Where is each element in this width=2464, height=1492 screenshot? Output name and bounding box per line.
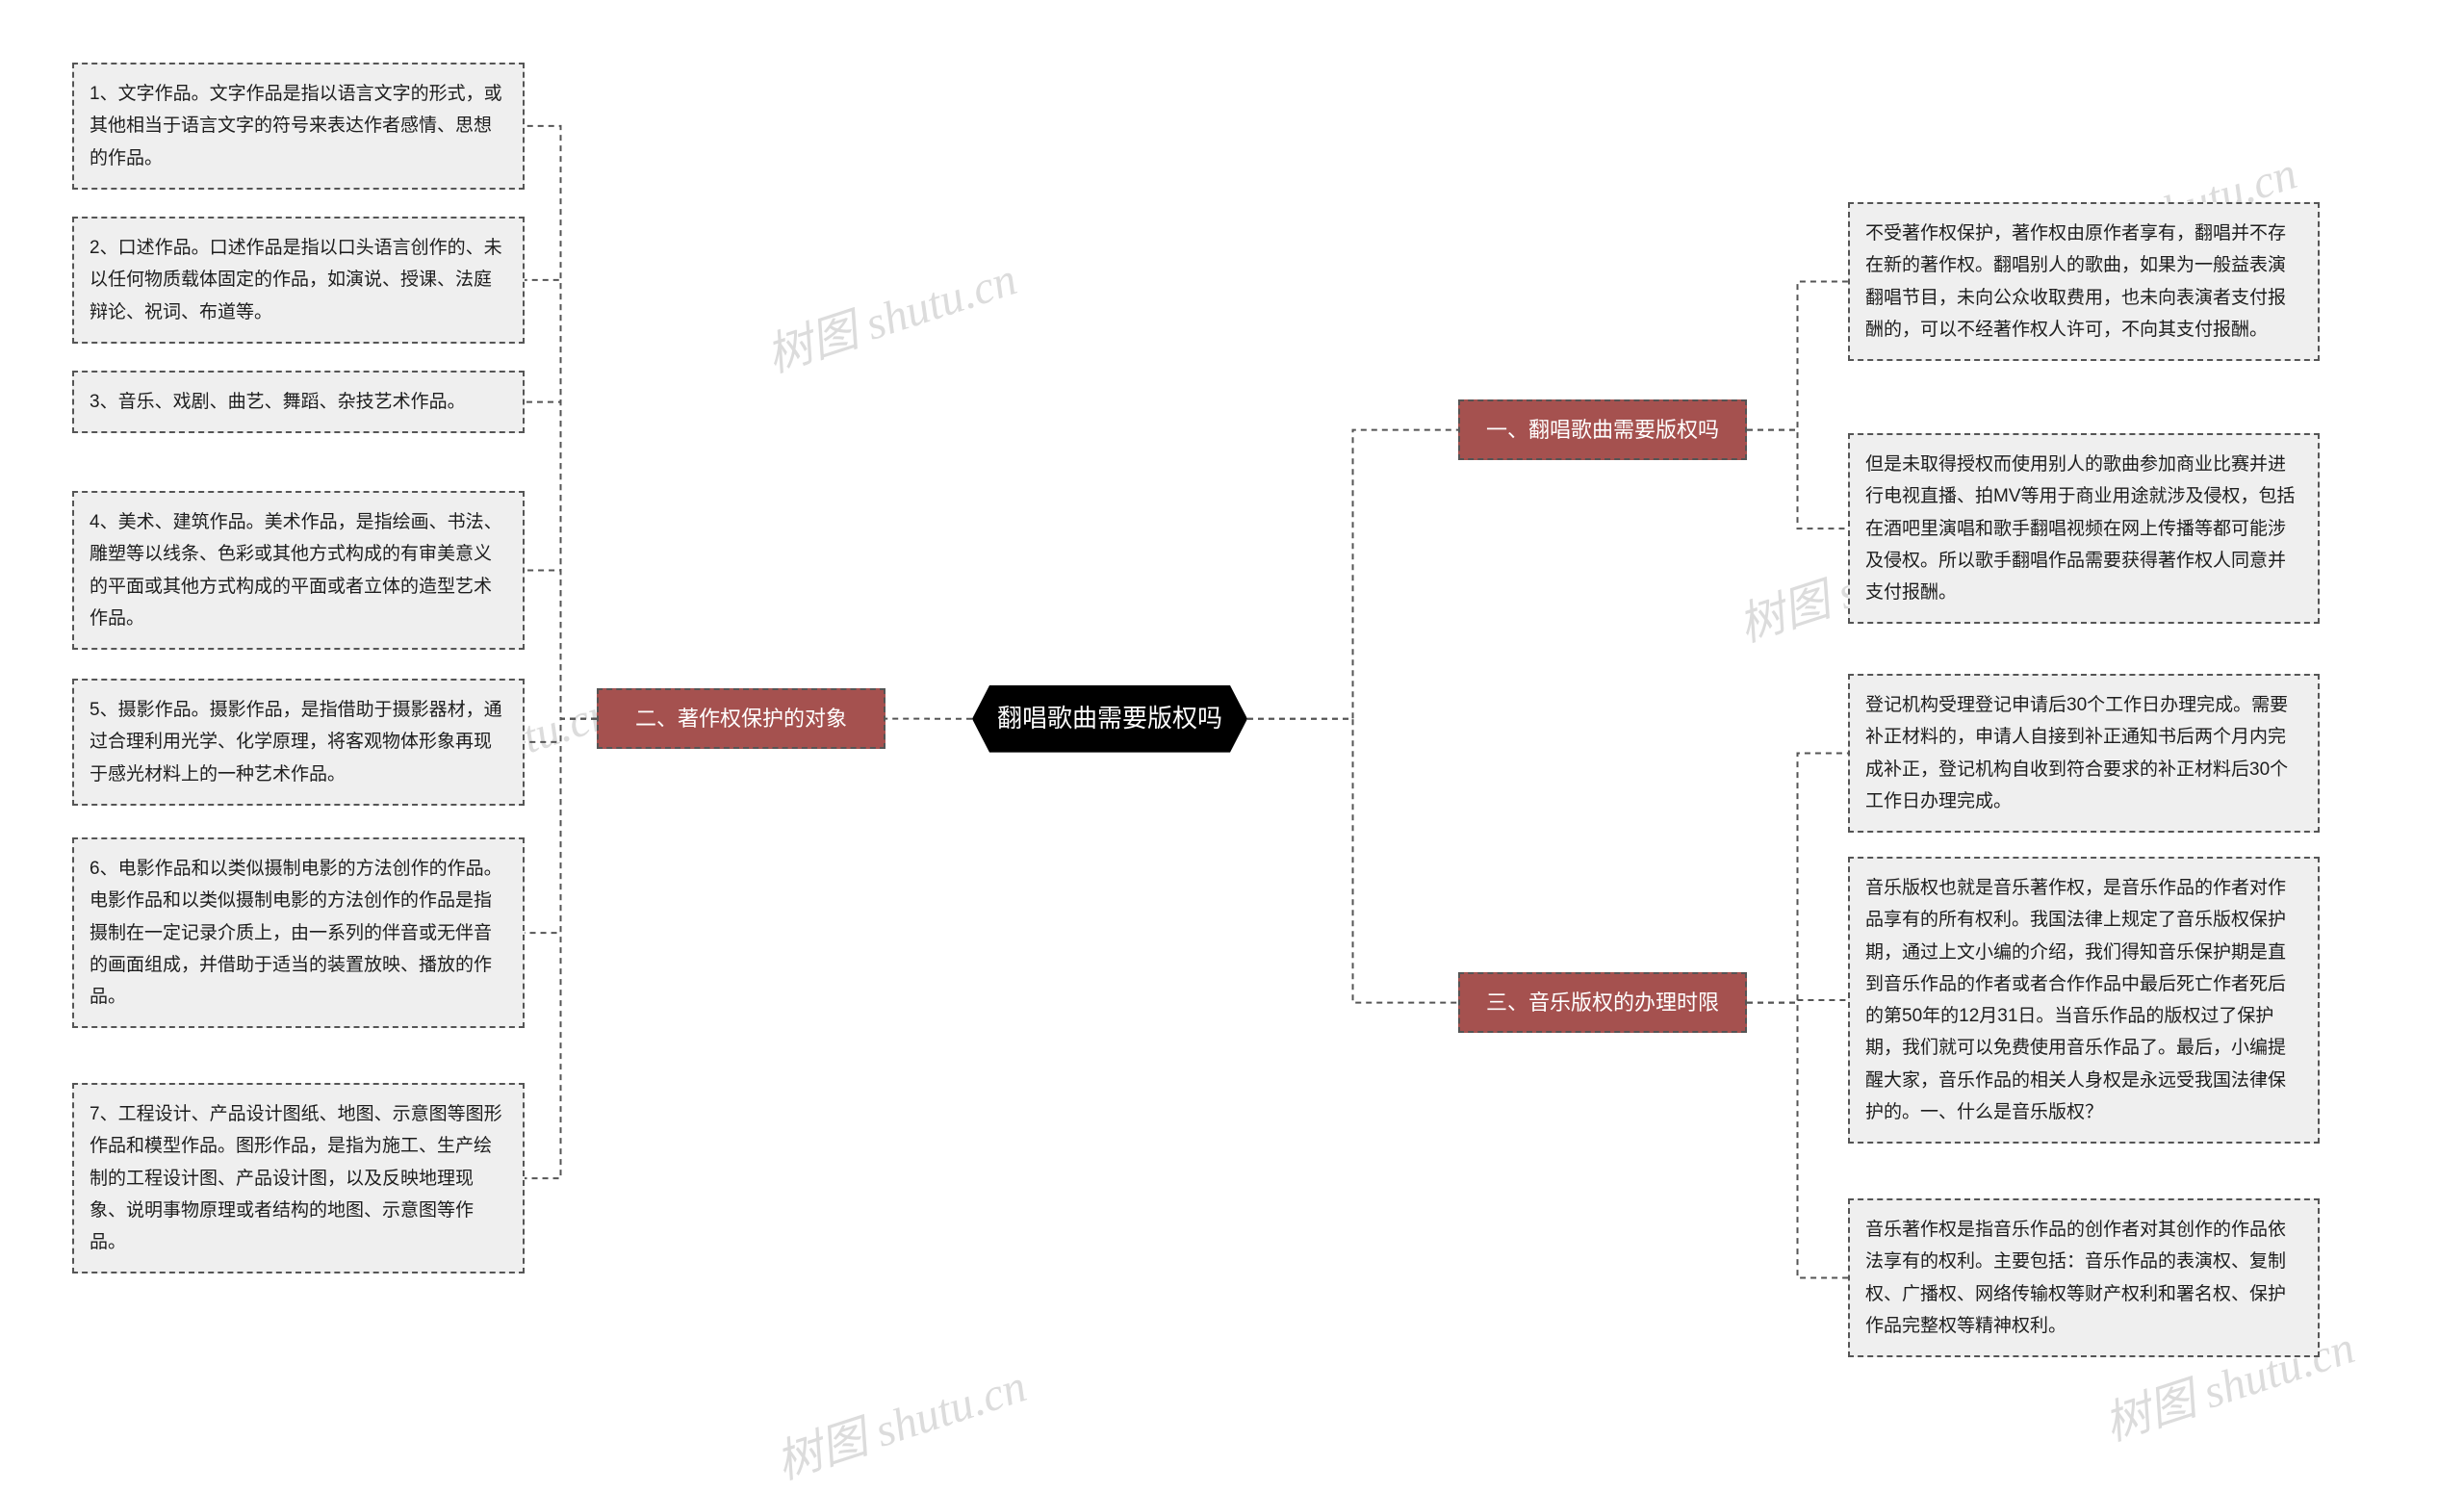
branch-one: 一、翻唱歌曲需要版权吗 [1458,399,1747,460]
leaf-node: 2、口述作品。口述作品是指以口头语言创作的、未以任何物质载体固定的作品，如演说、… [72,217,525,344]
leaf-node: 音乐版权也就是音乐著作权，是音乐作品的作者对作品享有的所有权利。我国法律上规定了… [1848,857,2320,1144]
leaf-node: 4、美术、建筑作品。美术作品，是指绘画、书法、雕塑等以线条、色彩或其他方式构成的… [72,491,525,650]
watermark: 树图 shutu.cn [766,1348,1034,1492]
leaf-node: 不受著作权保护，著作权由原作者享有，翻唱并不存在新的著作权。翻唱别人的歌曲，如果… [1848,202,2320,361]
leaf-node: 6、电影作品和以类似摄制电影的方法创作的作品。电影作品和以类似摄制电影的方法创作… [72,837,525,1028]
watermark: 树图 shutu.cn [757,241,1024,385]
branch-two: 二、著作权保护的对象 [597,688,886,749]
leaf-node: 3、音乐、戏剧、曲艺、舞蹈、杂技艺术作品。 [72,371,525,433]
leaf-node: 但是未取得授权而使用别人的歌曲参加商业比赛并进行电视直播、拍MV等用于商业用途就… [1848,433,2320,624]
mindmap-root: 翻唱歌曲需要版权吗 [972,685,1247,753]
leaf-node: 7、工程设计、产品设计图纸、地图、示意图等图形作品和模型作品。图形作品，是指为施… [72,1083,525,1273]
leaf-node: 5、摄影作品。摄影作品，是指借助于摄影器材，通过合理利用光学、化学原理，将客观物… [72,679,525,806]
leaf-node: 登记机构受理登记申请后30个工作日办理完成。需要补正材料的，申请人自接到补正通知… [1848,674,2320,833]
leaf-node: 音乐著作权是指音乐作品的创作者对其创作的作品依法享有的权利。主要包括：音乐作品的… [1848,1198,2320,1357]
leaf-node: 1、文字作品。文字作品是指以语言文字的形式，或其他相当于语言文字的符号来表达作者… [72,63,525,190]
branch-three: 三、音乐版权的办理时限 [1458,972,1747,1033]
